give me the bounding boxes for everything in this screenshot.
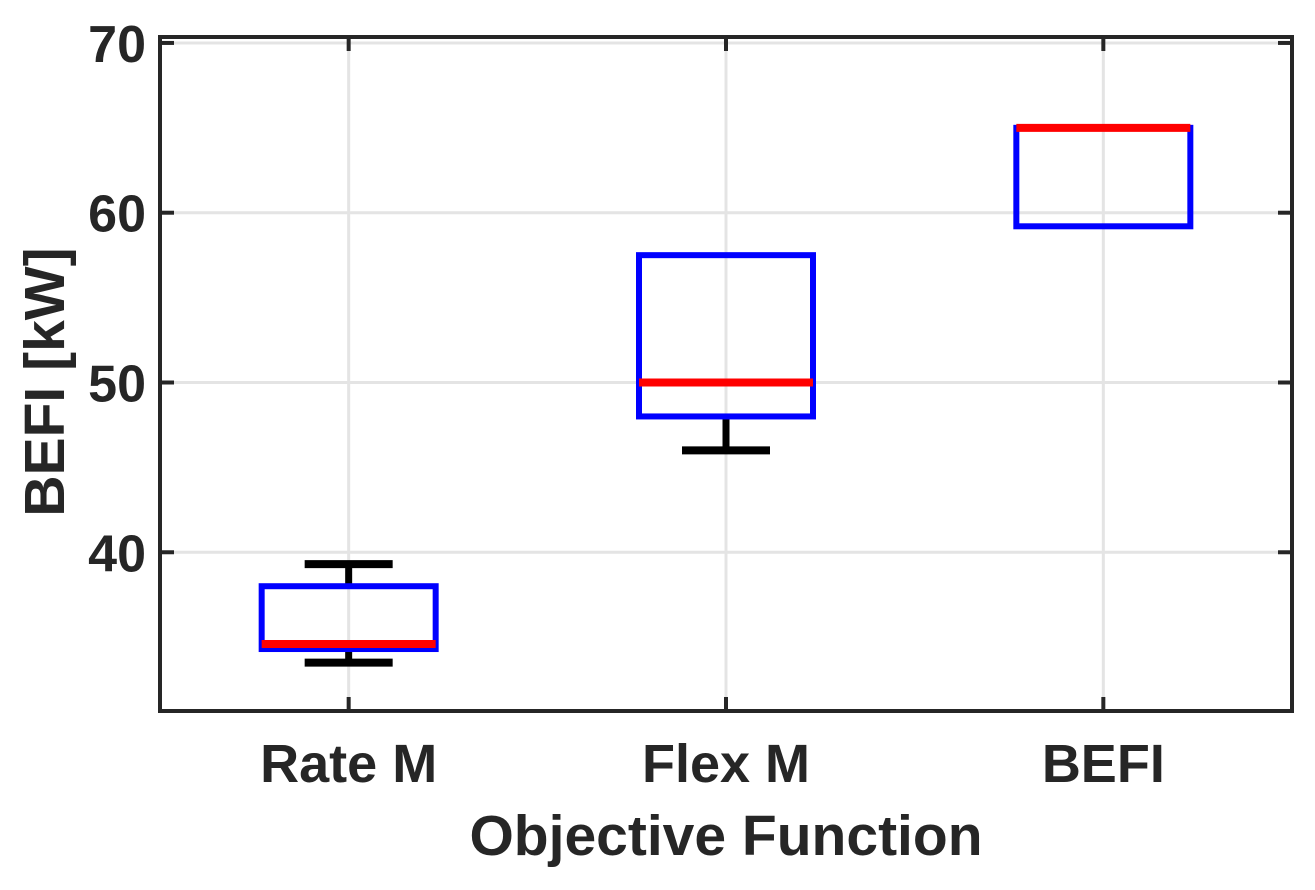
grid-layer [160, 37, 1292, 711]
iqr-box-flex-m [636, 252, 816, 420]
y-axis-title: BEFI [kW] [13, 247, 77, 516]
x-tick-label: Flex M [642, 734, 810, 794]
label-layer: 40 50 60 70 Rate M Flex M BEFI [88, 16, 1165, 794]
x-tick-label: Rate M [260, 734, 437, 794]
y-tick-label: 60 [88, 186, 146, 244]
y-tick-label: 70 [88, 16, 146, 74]
box-layer [258, 123, 1194, 667]
iqr-box-rate-m [258, 583, 439, 653]
x-axis-title: Objective Function [469, 804, 982, 868]
tick-layer [160, 37, 1292, 711]
y-tick-label: 40 [88, 525, 146, 583]
x-tick-label: BEFI [1042, 734, 1165, 794]
y-tick-label: 50 [88, 355, 146, 413]
